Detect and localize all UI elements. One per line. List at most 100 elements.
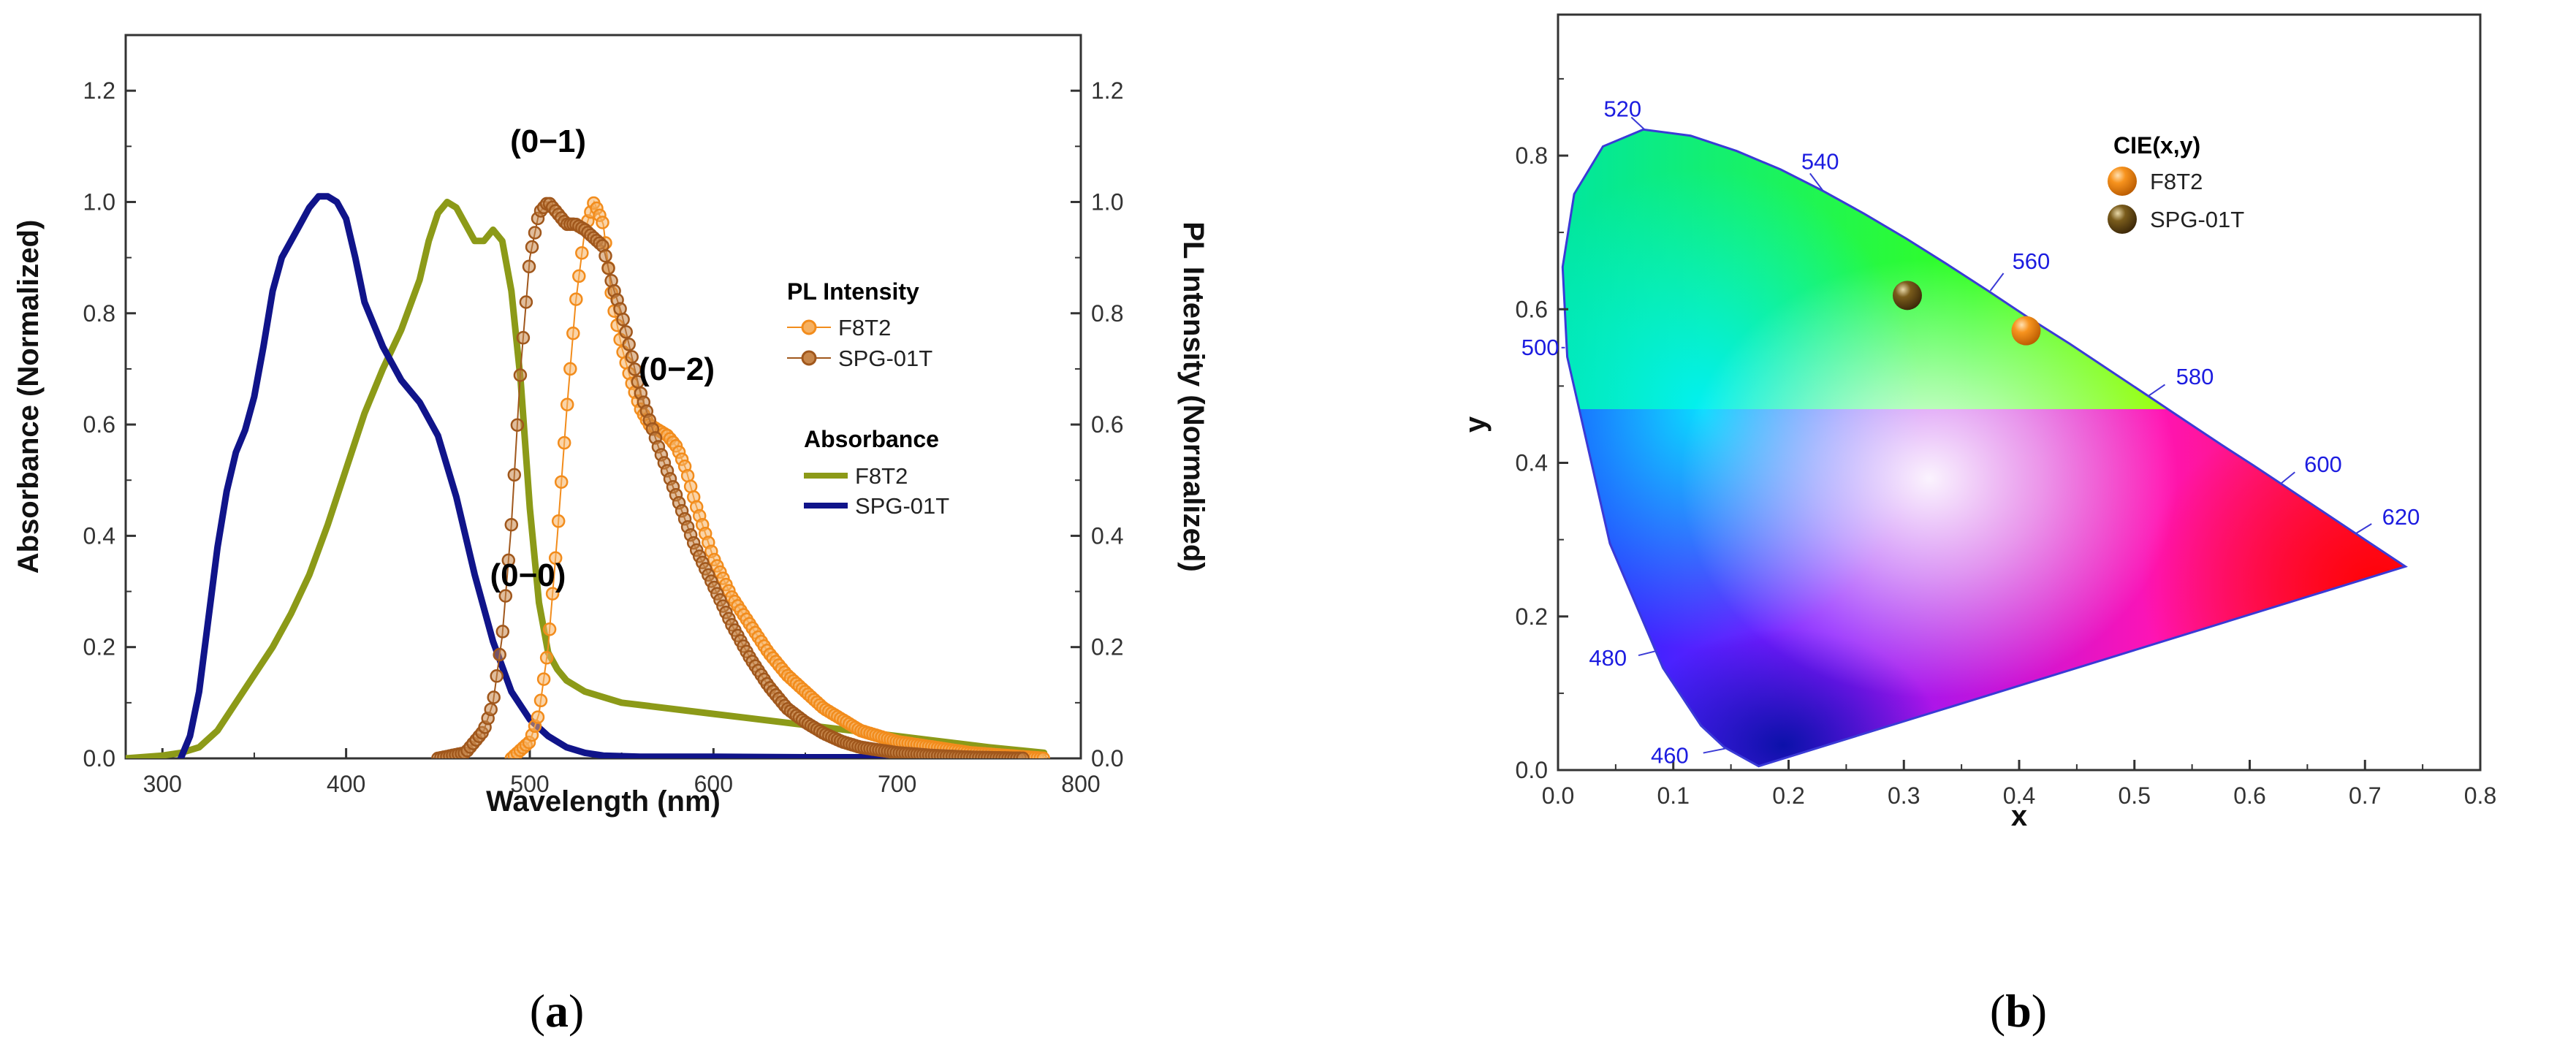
legend-cie-spg-marker	[2108, 205, 2137, 234]
data-point	[519, 295, 533, 309]
x-tick-label: 600	[694, 771, 733, 797]
legend-cie-spg-label: SPG-01T	[2150, 207, 2244, 232]
data-point	[510, 418, 525, 432]
wavelength-label: 500	[1521, 335, 1559, 360]
y-tick-label: 0.0	[83, 745, 115, 772]
data-point	[533, 693, 548, 708]
wavelength-label: 480	[1589, 645, 1627, 671]
series-line	[511, 199, 1044, 758]
data-point	[599, 248, 612, 263]
data-point	[525, 240, 539, 254]
x-tick-label: 0.0	[1542, 782, 1574, 809]
data-point	[513, 368, 528, 382]
x-tick-label: 0.1	[1657, 782, 1690, 809]
x-tick-label: 700	[878, 771, 916, 797]
series-pl-intensity-f8t2	[504, 196, 1050, 758]
x-tick-label: 400	[327, 771, 365, 797]
y-tick-label: 1.2	[83, 77, 115, 104]
data-point	[628, 362, 642, 376]
wavelength-labels: 460 480 500 520 540 560 580 600 620	[1521, 96, 2420, 768]
panel-b-x-axis-label: x	[2011, 800, 2027, 832]
y2-tick-label: 0.0	[1091, 745, 1123, 772]
legend-abs-title: Absorbance	[804, 426, 939, 452]
y-tick-label: 0.6	[1516, 296, 1548, 322]
wavelength-tick	[1630, 116, 1645, 130]
y-tick-label: 0.4	[1516, 450, 1548, 476]
annotation-0-2: (0−2)	[639, 351, 715, 387]
y2-tick-label: 0.2	[1091, 634, 1123, 660]
legend-cie-f8t2-marker	[2108, 167, 2137, 196]
data-point	[545, 587, 560, 601]
data-point	[601, 261, 615, 275]
legend-pl-f8t2-marker	[801, 319, 817, 335]
panel-a-y-axis-label: Absorbance (Normalized)	[12, 220, 45, 574]
wavelength-tick	[2148, 384, 2166, 397]
data-point	[484, 702, 498, 717]
panel-a-annotations: (0−1) (0−2) (0−0)	[490, 123, 715, 593]
data-point	[572, 269, 586, 283]
y-tick-label: 1.0	[83, 188, 115, 215]
panel-a-series	[126, 193, 1050, 758]
legend-abs-spg-label: SPG-01T	[855, 493, 949, 519]
data-point	[1016, 751, 1030, 758]
data-point	[551, 514, 566, 528]
panel-b-x-ticks: 0.0 0.1 0.2 0.3 0.4 0.5 0.6 0.7 0.8	[1542, 760, 2496, 809]
data-point	[575, 245, 589, 260]
wavelength-label: 600	[2304, 452, 2342, 477]
caption-b: (b)	[1990, 985, 2047, 1037]
series-line	[126, 199, 1048, 758]
series-absorbance-f8t2	[126, 199, 1048, 758]
panel-a-chart: 300 400 500 600 700 800 0.0 0.2 0.4 0.6 0.8 1.0 1.2…	[12, 34, 1209, 818]
data-point	[495, 625, 510, 639]
wavelength-tick	[1703, 747, 1725, 754]
data-point	[528, 226, 542, 240]
wavelength-tick	[2355, 523, 2372, 535]
panel-b-y-ticks: 0.0 0.2 0.4 0.6 0.8	[1516, 77, 1568, 783]
wavelength-label: 520	[1603, 96, 1641, 121]
y-tick-label: 0.8	[83, 300, 115, 327]
panel-a-y2-ticks: 0.0 0.2 0.4 0.6 0.8 1.0 1.2	[1071, 34, 1123, 772]
wavelength-tick	[1809, 172, 1824, 191]
panel-b-legend: CIE(x,y) F8T2 SPG-01T	[2108, 132, 2244, 234]
data-point	[504, 517, 519, 532]
wavelength-tick	[2280, 471, 2295, 484]
data-point	[622, 338, 636, 351]
legend-pl-f8t2-label: F8T2	[838, 315, 891, 340]
legend-cie-title: CIE(x,y)	[2113, 132, 2200, 159]
panel-a-legend: PL Intensity F8T2 SPG-01T Absorbance F8T…	[787, 278, 949, 519]
y-tick-label: 0.2	[83, 634, 115, 660]
data-point	[542, 622, 557, 636]
cie-point-spg-01t	[1892, 281, 1922, 311]
legend-pl-spg-label: SPG-01T	[838, 346, 932, 371]
y-tick-label: 0.8	[1516, 142, 1548, 169]
x-tick-label: 0.8	[2464, 782, 2496, 809]
x-tick-label: 500	[510, 771, 549, 797]
data-point	[563, 362, 577, 376]
y-tick-label: 0.4	[83, 522, 115, 549]
x-tick-label: 0.2	[1772, 782, 1804, 809]
panel-b-y-axis-label: y	[1459, 416, 1492, 433]
data-point	[560, 397, 574, 411]
wavelength-label: 460	[1651, 743, 1689, 769]
data-point	[487, 690, 501, 704]
cie-points	[1892, 281, 2041, 346]
data-point	[569, 292, 583, 306]
data-point	[531, 710, 545, 724]
data-point	[536, 672, 551, 686]
wavelength-label: 560	[2013, 248, 2051, 274]
wavelength-label: 580	[2176, 364, 2214, 389]
x-tick-label: 800	[1061, 771, 1100, 797]
data-point	[501, 553, 516, 568]
panel-a-x-ticks: 300 400 500 600 700 800	[143, 748, 1101, 797]
data-point	[566, 326, 580, 340]
wavelength-label: 540	[1801, 148, 1839, 174]
wavelength-tick	[1989, 273, 2005, 292]
data-point	[507, 468, 522, 482]
data-point	[548, 551, 563, 565]
wavelength-label: 620	[2382, 504, 2420, 530]
y2-tick-label: 1.0	[1091, 188, 1123, 215]
data-point	[1036, 751, 1050, 758]
data-point	[596, 216, 609, 229]
y2-tick-label: 0.6	[1091, 411, 1123, 438]
